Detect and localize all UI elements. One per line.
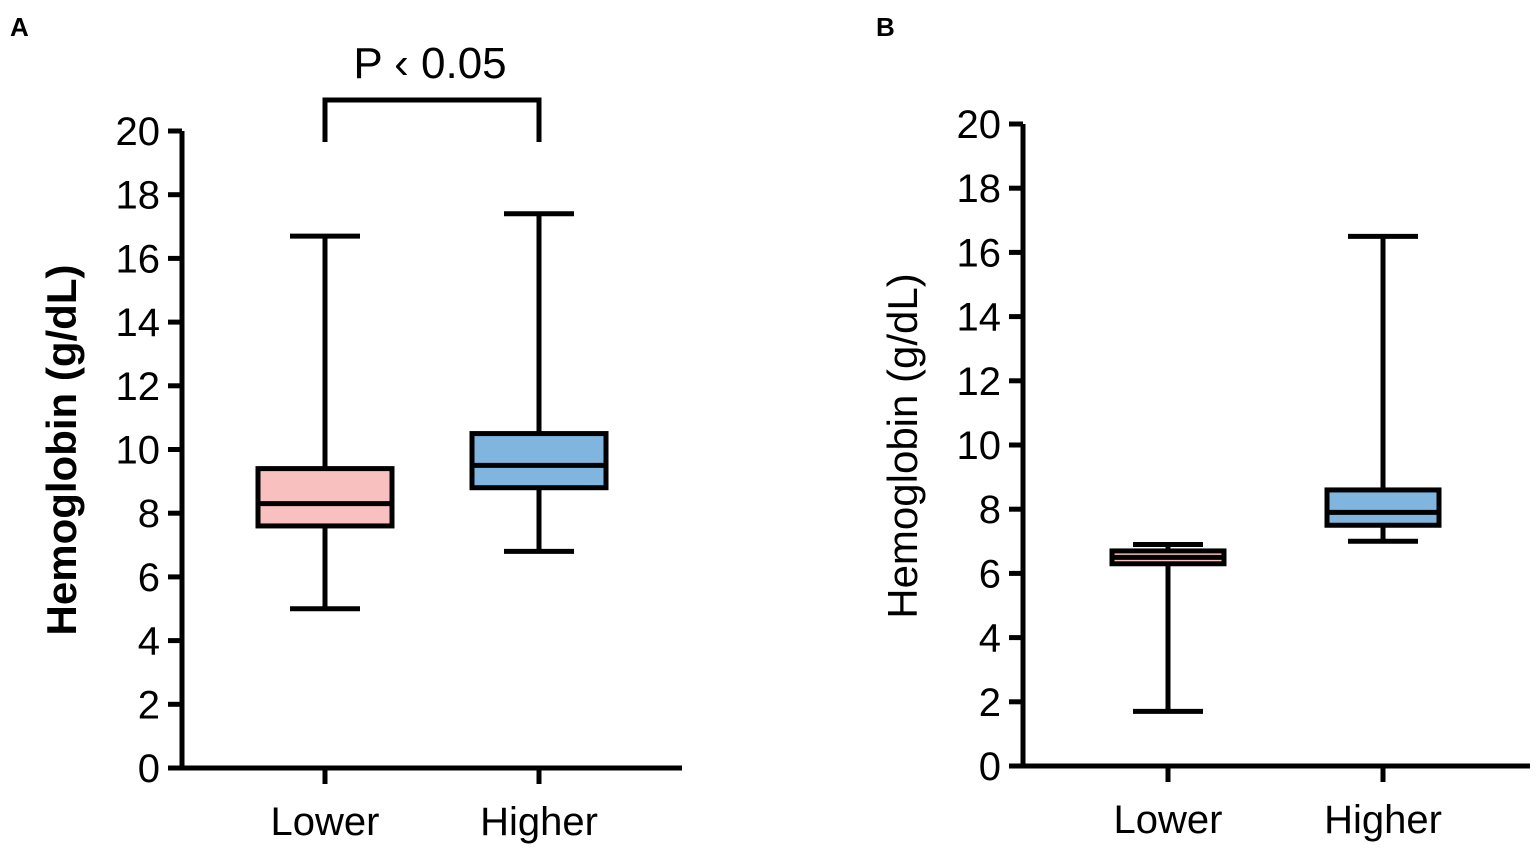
iqr-box <box>469 431 609 491</box>
y-tick-label: 18 <box>116 174 161 218</box>
x-tick-label: Lower <box>271 800 380 844</box>
y-tick-label: 6 <box>138 556 160 600</box>
significance-annotation: P ‹ 0.05 <box>353 39 506 88</box>
y-tick-label: 4 <box>979 617 1001 661</box>
y-tick-label: 18 <box>957 167 1002 211</box>
box-higher <box>469 211 609 554</box>
iqr-box <box>255 466 395 529</box>
panel-a: A P ‹ 0.05 Hemoglobin (g/dL) 0 2 4 6 8 10 12 14… <box>10 12 682 844</box>
y-tick-label: 12 <box>116 365 161 409</box>
box-lower <box>255 233 395 612</box>
y-tick-label: 20 <box>957 103 1002 147</box>
y-tick-label: 4 <box>138 620 160 664</box>
y-tick-label: 16 <box>957 231 1002 275</box>
box-lower <box>1109 542 1227 714</box>
panel-label: B <box>876 12 895 42</box>
y-tick-label: 10 <box>116 429 161 473</box>
y-tick-label: 12 <box>957 360 1002 404</box>
y-tick-label: 10 <box>957 424 1002 468</box>
y-tick-label: 0 <box>138 747 160 791</box>
y-tick-label: 14 <box>116 301 161 345</box>
y-tick-label: 8 <box>979 488 1001 532</box>
y-tick-label: 20 <box>116 110 161 154</box>
y-tick-label: 16 <box>116 237 161 281</box>
x-tick-label: Lower <box>1114 798 1223 842</box>
y-tick-label: 6 <box>979 552 1001 596</box>
box-higher <box>1324 233 1442 544</box>
y-axis-label: Hemoglobin (g/dL) <box>38 265 85 636</box>
x-tick-label: Higher <box>1324 798 1442 842</box>
panel-label: A <box>10 12 29 42</box>
significance-bracket <box>322 97 542 142</box>
panel-b: B Hemoglobin (g/dL) 0 2 4 6 8 10 12 14 16 18 20 Low… <box>876 12 1530 842</box>
y-tick-label: 2 <box>979 681 1001 725</box>
y-tick-label: 14 <box>957 296 1002 340</box>
y-tick-label: 2 <box>138 683 160 727</box>
y-tick-label: 8 <box>138 492 160 536</box>
iqr-box <box>1324 487 1442 528</box>
y-axis-label: Hemoglobin (g/dL) <box>879 273 926 619</box>
x-tick-label: Higher <box>480 800 598 844</box>
y-tick-label: 0 <box>979 745 1001 789</box>
